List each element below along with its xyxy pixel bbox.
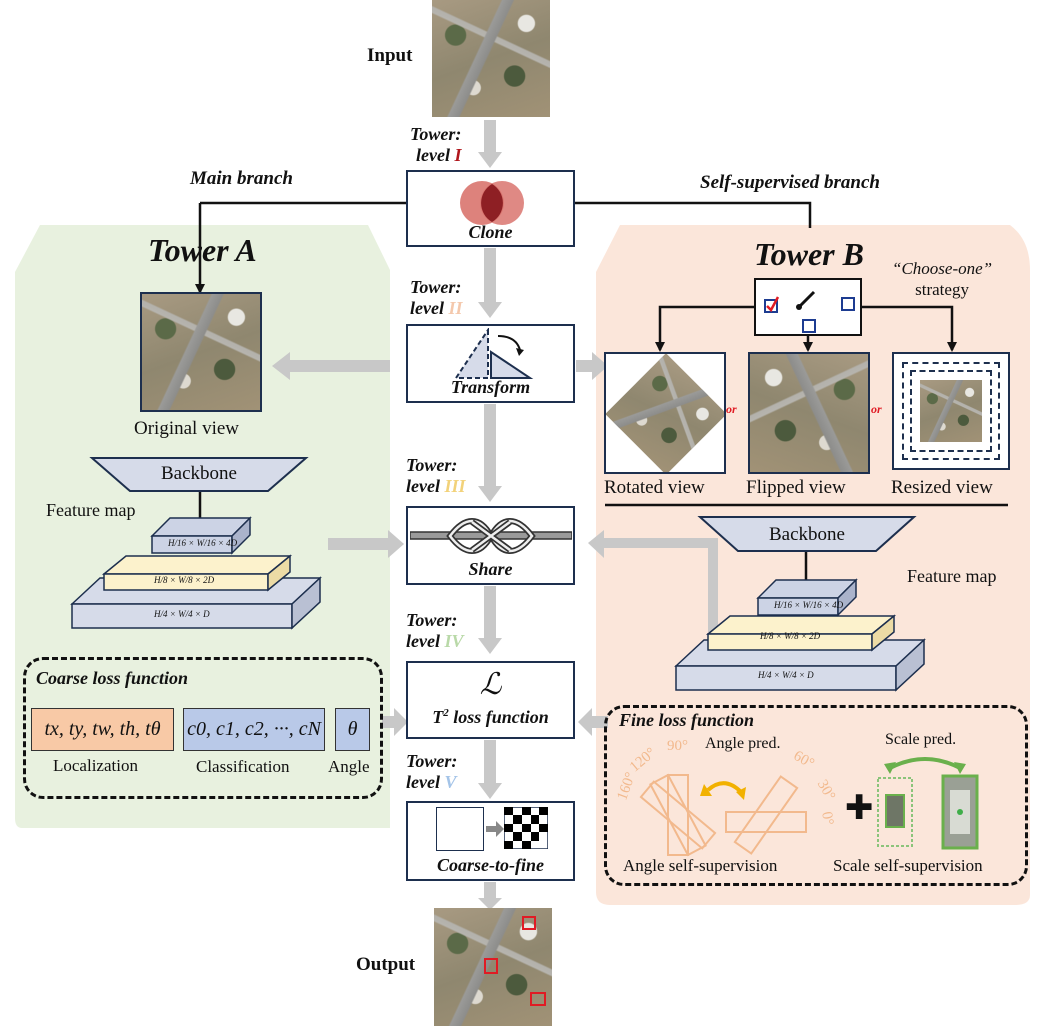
- fm-b-top-text: H/16 × W/16 × 4D: [774, 600, 843, 610]
- classification-label: Classification: [196, 757, 289, 777]
- scale-pred-label: Scale pred.: [885, 731, 956, 749]
- strategy-line-2: strategy: [892, 279, 992, 300]
- angle-tick-30: 30°: [813, 777, 838, 804]
- level-numeral-3: III: [444, 476, 465, 496]
- coarse-loss-title: Coarse loss function: [36, 668, 188, 689]
- backbone-b-label: Backbone: [738, 524, 876, 546]
- feature-map-b-label: Feature map: [907, 566, 996, 587]
- share-label: Share: [408, 559, 573, 580]
- level-label-4: Tower: level IV: [406, 610, 464, 652]
- scale-self-supervision-label: Scale self-supervision: [833, 856, 983, 876]
- fine-loss-title: Fine loss function: [619, 710, 754, 731]
- fm-b-mid-text: H/8 × W/8 × 2D: [760, 631, 820, 641]
- input-label: Input: [367, 45, 412, 67]
- angle-self-supervision-label: Angle self-supervision: [623, 856, 777, 876]
- input-image: [432, 0, 550, 117]
- choose-one-strategy: “Choose-one” strategy: [892, 258, 992, 300]
- tower-a-title: Tower A: [148, 232, 257, 269]
- loss-block: ℒ T2 loss function: [406, 661, 575, 739]
- self-supervised-branch-label: Self-supervised branch: [700, 172, 880, 194]
- share-knot-icon: [410, 516, 572, 556]
- main-branch-label: Main branch: [190, 168, 293, 190]
- transform-icon: [446, 328, 536, 380]
- loss-label: T2 loss function: [408, 707, 573, 728]
- flipped-view-image: [748, 352, 870, 474]
- localization-label: Localization: [53, 756, 138, 776]
- transform-block: Transform: [406, 324, 575, 403]
- level-numeral-2: II: [448, 298, 462, 318]
- angle-chip: θ: [335, 708, 370, 751]
- coarse-to-fine-label: Coarse-to-fine: [408, 855, 573, 876]
- fm-a-base-text: H/4 × W/4 × D: [154, 609, 210, 619]
- clone-icon: [456, 180, 528, 226]
- angle-tick-90: 90°: [667, 738, 688, 755]
- strategy-line-1: “Choose-one”: [892, 258, 992, 279]
- level-label-2: Tower: level II: [410, 277, 463, 319]
- level-label-5: Tower: level V: [406, 751, 457, 793]
- refine-arrow-icon: [486, 821, 504, 837]
- level-label-1: Tower: level I: [410, 124, 462, 166]
- transform-label: Transform: [408, 377, 573, 398]
- resized-view-label: Resized view: [891, 477, 993, 499]
- selector-dial-icon: [756, 280, 860, 334]
- output-label: Output: [356, 954, 415, 976]
- original-view-label: Original view: [134, 418, 239, 440]
- fm-a-mid-text: H/8 × W/8 × 2D: [154, 575, 214, 585]
- or-label-1: or: [726, 402, 737, 417]
- strategy-selector-box: [754, 278, 862, 336]
- angle-tick-60: 60°: [790, 748, 817, 773]
- output-image: [434, 908, 552, 1026]
- plus-icon: ✚: [845, 788, 874, 828]
- coarse-to-fine-block: Coarse-to-fine: [406, 801, 575, 881]
- resized-view-image: [892, 352, 1010, 470]
- level-numeral-5: V: [444, 772, 456, 792]
- flipped-view-label: Flipped view: [746, 477, 846, 499]
- angle-tick-0: 0°: [817, 810, 836, 826]
- tower-b-title: Tower B: [754, 236, 864, 273]
- rotated-view-label: Rotated view: [604, 477, 705, 499]
- fm-b-base-text: H/4 × W/4 × D: [758, 670, 814, 680]
- detection-box: [530, 992, 546, 1006]
- loss-symbol: ℒ: [408, 667, 573, 702]
- level-numeral-1: I: [454, 145, 461, 165]
- backbone-a-label: Backbone: [130, 463, 268, 485]
- fine-grid-icon: [504, 807, 548, 849]
- angle-label: Angle: [328, 757, 370, 777]
- feature-map-a-label: Feature map: [46, 500, 135, 521]
- detection-box: [522, 916, 536, 930]
- original-view-image: [140, 292, 262, 412]
- level-numeral-4: IV: [444, 631, 463, 651]
- or-label-2: or: [871, 402, 882, 417]
- classification-chip: c0, c1, c2, ···, cN: [183, 708, 325, 751]
- localization-chip: tx, ty, tw, th, tθ: [31, 708, 174, 751]
- coarse-loss-panel: Coarse loss function tx, ty, tw, th, tθ …: [23, 657, 383, 799]
- share-block: Share: [406, 506, 575, 585]
- angle-pred-label: Angle pred.: [705, 735, 781, 753]
- fine-loss-panel: Fine loss function Angle pred. Scale pre…: [604, 705, 1028, 886]
- clone-label: Clone: [408, 222, 573, 243]
- angle-tick-120: 120°: [627, 745, 660, 776]
- detection-box: [484, 958, 498, 974]
- level-label-3: Tower: level III: [406, 455, 466, 497]
- fm-a-top-text: H/16 × W/16 × 4D: [168, 538, 237, 548]
- coarse-grid-icon: [436, 807, 484, 851]
- rotated-view-image: [604, 352, 726, 474]
- clone-block: Clone: [406, 170, 575, 247]
